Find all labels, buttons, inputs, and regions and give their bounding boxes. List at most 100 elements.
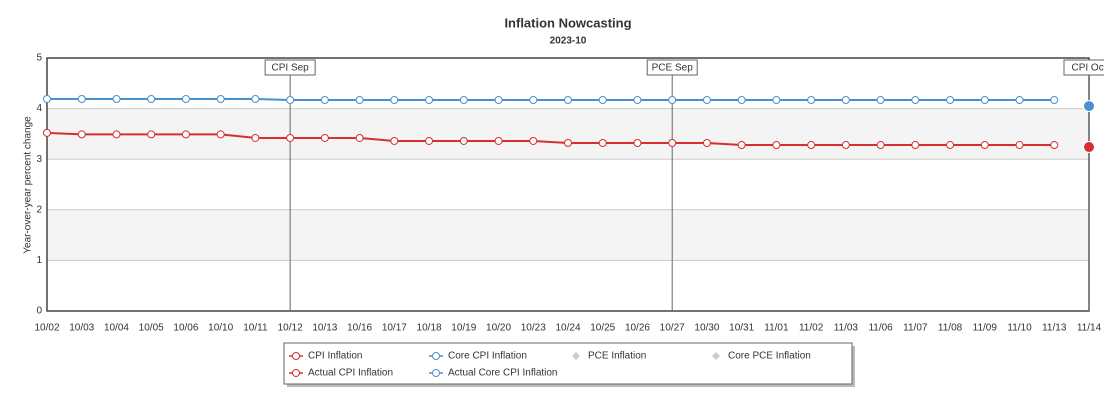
point	[251, 94, 260, 103]
point	[459, 136, 468, 145]
x-tick-label: 10/19	[451, 323, 476, 334]
x-tick-label: 10/06	[173, 323, 198, 334]
legend-item[interactable]: CPI Inflation	[289, 351, 362, 362]
x-tick-label: 10/02	[34, 323, 59, 334]
point	[43, 94, 51, 103]
point	[216, 94, 225, 103]
legend-item[interactable]: Actual CPI Inflation	[289, 368, 393, 379]
x-tick-label: 10/12	[278, 323, 303, 334]
point	[147, 94, 156, 103]
point	[529, 136, 538, 145]
x-tick-label: 11/13	[1042, 323, 1067, 334]
point	[320, 133, 329, 142]
x-tick-label: 10/13	[312, 323, 337, 334]
point	[807, 141, 816, 150]
series-line	[46, 131, 1055, 147]
point	[564, 95, 572, 104]
plot-band	[47, 209, 1089, 261]
point	[390, 136, 399, 145]
point	[494, 95, 503, 104]
point	[77, 130, 86, 139]
point	[564, 139, 572, 148]
point	[668, 95, 677, 104]
point	[807, 95, 816, 104]
point	[702, 95, 711, 104]
x-tick-label: 10/31	[729, 323, 754, 334]
legend-item[interactable]: PCE Inflation	[572, 351, 646, 362]
point	[355, 95, 364, 104]
x-tick-label: 10/25	[590, 323, 615, 334]
point	[77, 94, 86, 103]
x-tick-label: 10/04	[104, 323, 129, 334]
y-tick-label: 0	[36, 306, 42, 317]
point	[598, 139, 607, 148]
point	[876, 141, 885, 150]
legend-label: Actual CPI Inflation	[308, 368, 393, 379]
annotation-box	[646, 59, 698, 76]
plot-frame	[46, 57, 1090, 312]
x-tick-label: 10/24	[555, 323, 580, 334]
point	[355, 133, 364, 142]
x-tick-label: 10/16	[347, 323, 372, 334]
chart-subtitle: 2023-10	[550, 36, 587, 47]
point	[112, 94, 121, 103]
point	[1015, 141, 1024, 150]
legend-marker	[712, 352, 720, 360]
x-tick-label: 11/14	[1077, 323, 1102, 334]
point	[43, 128, 51, 137]
point	[772, 141, 781, 150]
point	[911, 95, 920, 104]
point	[390, 95, 399, 104]
point	[737, 141, 746, 150]
y-tick-label: 2	[36, 204, 42, 215]
actual-point	[1083, 141, 1095, 154]
legend-item[interactable]: Actual Core CPI Inflation	[429, 368, 558, 379]
chart-title: Inflation Nowcasting	[504, 15, 631, 30]
legend-marker	[292, 369, 300, 377]
y-tick-label: 3	[36, 154, 42, 165]
point	[702, 139, 711, 148]
x-tick-label: 10/26	[625, 323, 650, 334]
legend-item[interactable]: Core PCE Inflation	[712, 351, 811, 362]
legend-marker	[432, 369, 440, 377]
x-tick-label: 10/18	[417, 323, 442, 334]
point	[772, 95, 781, 104]
point	[980, 95, 989, 104]
point	[598, 95, 607, 104]
point	[911, 141, 920, 150]
series-line	[47, 97, 1055, 101]
point	[1050, 95, 1059, 104]
point	[181, 94, 190, 103]
x-tick-label: 11/06	[868, 323, 893, 334]
point	[529, 95, 538, 104]
x-tick-label: 11/09	[973, 323, 998, 334]
point	[946, 95, 955, 104]
y-tick-label: 5	[36, 53, 42, 64]
legend-marker	[292, 352, 300, 360]
point	[320, 95, 329, 104]
x-tick-label: 10/20	[486, 323, 511, 334]
actual-point	[1083, 100, 1095, 113]
annotation-label: CPI Oct	[1071, 63, 1104, 74]
legend-label: Core CPI Inflation	[448, 351, 527, 362]
x-tick-label: 10/30	[694, 323, 719, 334]
point	[286, 133, 295, 142]
point	[181, 130, 190, 139]
point	[876, 95, 885, 104]
x-tick-label: 10/10	[208, 323, 233, 334]
legend-marker	[432, 352, 440, 360]
point	[737, 95, 746, 104]
y-tick-label: 1	[36, 255, 42, 266]
annotation-box	[264, 59, 316, 76]
x-tick-label: 11/07	[903, 323, 928, 334]
point	[425, 95, 434, 104]
legend: CPI Inflation Core CPI Inflation PCE Infla…	[283, 342, 855, 387]
legend-box	[283, 342, 853, 385]
point	[216, 130, 225, 139]
legend-label: Actual Core CPI Inflation	[448, 368, 558, 379]
y-tick-label: 4	[36, 103, 42, 114]
legend-item[interactable]: Core CPI Inflation	[429, 351, 527, 362]
point	[1050, 141, 1059, 150]
